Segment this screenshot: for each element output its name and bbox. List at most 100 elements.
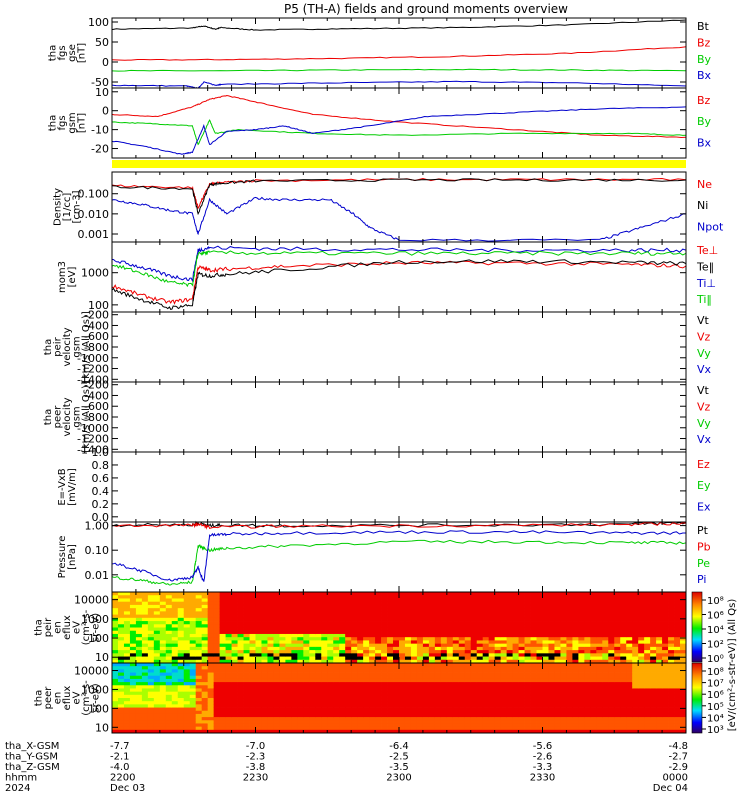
spectrogram-cell	[339, 656, 346, 661]
spectrogram-cell	[189, 688, 197, 693]
spectrogram-cell	[171, 729, 179, 734]
spectrogram-cell	[117, 698, 125, 702]
spectrogram-cell	[602, 598, 609, 603]
spectrogram-cell	[195, 656, 203, 661]
spectrogram-cell	[393, 694, 400, 699]
spectrogram-cell	[171, 704, 179, 708]
spectrogram-cell	[393, 678, 400, 683]
spectrogram-cell	[668, 720, 675, 724]
spectrogram-cell	[129, 614, 137, 619]
spectrogram-cell	[363, 698, 370, 702]
spectrogram-cell	[656, 627, 663, 632]
spectrogram-cell	[500, 601, 508, 606]
spectrogram-cell	[512, 701, 519, 705]
spectrogram-cell	[590, 646, 597, 651]
spectrogram-cell	[512, 627, 519, 632]
spectrogram-cell	[171, 643, 179, 648]
spectrogram-cell	[261, 713, 268, 718]
series-line-Ni	[111, 178, 687, 216]
spectrogram-cell	[321, 637, 328, 641]
spectrogram-cell	[393, 672, 400, 677]
spectrogram-cell	[680, 621, 687, 625]
spectrogram-cell	[213, 675, 221, 680]
spectrogram-cell	[112, 710, 119, 715]
spectrogram-cell	[572, 691, 579, 696]
spectrogram-cell	[261, 698, 268, 702]
spectrogram-cell	[321, 659, 328, 664]
spectrogram-cell	[225, 691, 232, 696]
spectrogram-cell	[375, 691, 382, 696]
spectrogram-cell	[548, 707, 555, 712]
spectrogram-cell	[171, 656, 179, 661]
spectrogram-cell	[650, 723, 657, 728]
spectrogram-cell	[464, 675, 472, 680]
spectrogram-cell	[416, 656, 424, 661]
spectrogram-cell	[297, 713, 304, 718]
spectrogram-cell	[219, 630, 227, 635]
spectrogram-cell	[458, 646, 466, 651]
spectrogram-cell	[357, 685, 364, 689]
spectrogram-cell	[285, 672, 292, 677]
spectrogram-cell	[500, 656, 508, 661]
spectrogram-cell	[542, 640, 549, 645]
spectrogram-cell	[219, 726, 227, 731]
y-tick-label: 0	[102, 56, 109, 69]
spectrogram-cell	[446, 643, 454, 648]
spectrogram-cell	[321, 723, 328, 728]
spectrogram-cell	[410, 723, 418, 728]
spectrogram-cell	[129, 701, 137, 705]
y-tick-label: 0	[102, 105, 109, 118]
spectrogram-cell	[261, 630, 268, 635]
spectrogram-cell	[536, 707, 543, 712]
spectrogram-cell	[381, 682, 388, 686]
spectrogram-cell	[267, 698, 274, 702]
spectrogram-cell	[602, 698, 609, 702]
y-axis-label-line: en	[53, 621, 64, 634]
spectrogram-cell	[602, 653, 609, 657]
spectrogram-cell	[213, 672, 221, 677]
spectrogram-cell	[255, 678, 262, 683]
spectrogram-cell	[339, 688, 346, 693]
spectrogram-cell	[112, 678, 119, 683]
spectrogram-cell	[602, 595, 609, 599]
spectrogram-cell	[584, 682, 591, 686]
spectrogram-cell	[345, 614, 352, 619]
spectrogram-cell	[219, 633, 227, 638]
spectrogram-cell	[189, 666, 197, 670]
spectrogram-cell	[440, 624, 448, 628]
spectrogram-cell	[285, 630, 292, 635]
spectrogram-cell	[638, 723, 645, 728]
spectrogram-cell	[458, 630, 466, 635]
spectrogram-cell	[321, 617, 328, 622]
spectrogram-cell	[548, 726, 555, 731]
spectrogram-cell	[327, 666, 334, 670]
spectrogram-cell	[554, 640, 561, 645]
spectrogram-cell	[279, 614, 286, 619]
spectrogram-cell	[135, 666, 143, 670]
spectrogram-cell	[195, 608, 203, 612]
spectrogram-cell	[590, 675, 597, 680]
spectrogram-cell	[440, 608, 448, 612]
spectrogram-cell	[165, 675, 173, 680]
spectrogram-cell	[542, 608, 549, 612]
spectrogram-cell	[410, 694, 418, 699]
spectrogram-cell	[458, 723, 466, 728]
spectrogram-cell	[327, 611, 334, 615]
spectrogram-cell	[578, 669, 585, 673]
spectrogram-cell	[590, 640, 597, 645]
y-tick-label: 0.6	[92, 472, 110, 485]
spectrogram-cell	[662, 646, 669, 651]
spectrogram-cell	[680, 707, 687, 712]
spectrogram-cell	[422, 701, 430, 705]
spectrogram-cell	[327, 633, 334, 638]
spectrogram-cell	[183, 608, 191, 612]
spectrogram-cell	[261, 608, 268, 612]
y-tick-label: 1.0	[92, 446, 110, 459]
spectrogram-cell	[141, 707, 149, 712]
spectrogram-cell	[112, 723, 119, 728]
spectrogram-cell	[177, 624, 185, 628]
spectrogram-cell	[494, 707, 502, 712]
spectrogram-cell	[488, 640, 496, 645]
spectrogram-cell	[464, 701, 472, 705]
spectrogram-cell	[141, 723, 149, 728]
